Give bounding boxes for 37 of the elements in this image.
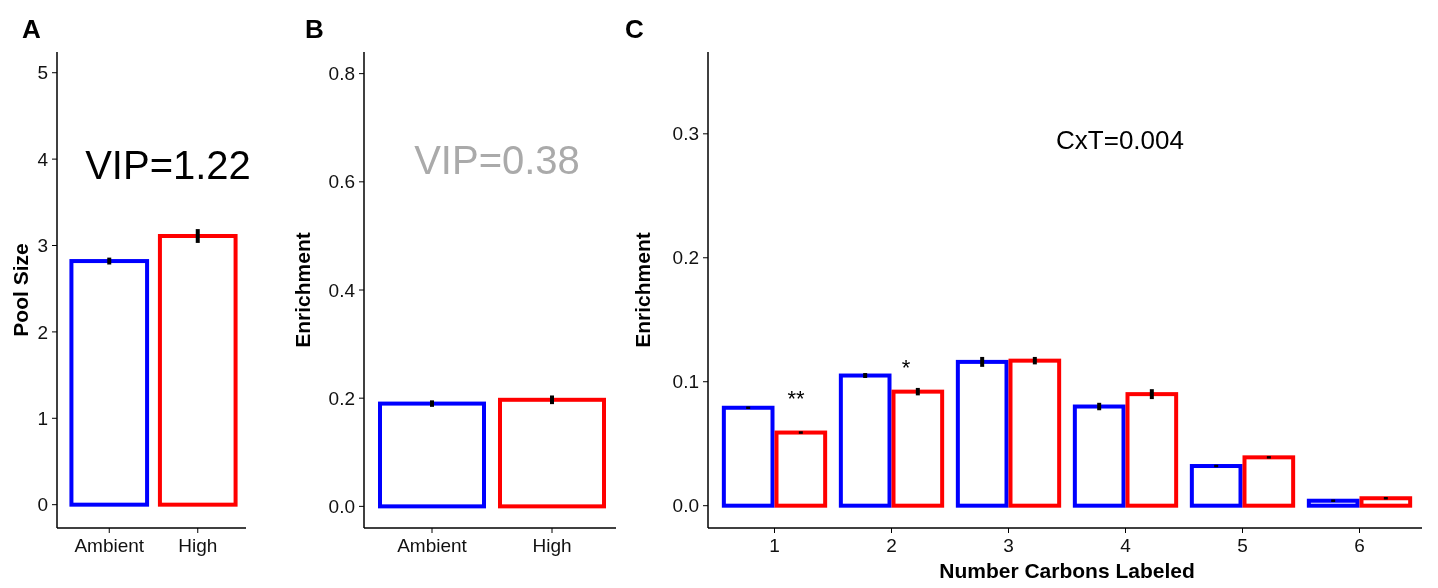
y-tick-label: 2 xyxy=(37,321,48,343)
y-axis-title: Pool Size xyxy=(9,243,32,337)
annotation: VIP=0.38 xyxy=(414,138,580,182)
annotation: * xyxy=(901,354,911,380)
annotation: CxT=0.004 xyxy=(1056,125,1184,156)
x-tick-label: High xyxy=(532,535,572,556)
y-tick-label: 1 xyxy=(37,407,48,429)
y-tick-label: 5 xyxy=(37,62,48,84)
x-tick-label: 1 xyxy=(769,535,780,556)
y-tick-label: 0.1 xyxy=(672,371,699,393)
y-axis-title: Enrichment xyxy=(631,232,654,348)
x-tick-label: High xyxy=(178,535,218,556)
y-tick-label: 0.0 xyxy=(672,495,699,517)
chart-title: C xyxy=(625,14,644,44)
y-axis-title: Enrichment xyxy=(291,232,314,348)
y-tick-label: 0.2 xyxy=(328,387,355,409)
chart-title: A xyxy=(22,14,41,44)
annotation: ** xyxy=(787,385,805,411)
x-tick-label: Ambient xyxy=(74,535,145,556)
y-tick-label: 3 xyxy=(37,235,48,257)
y-tick-label: 0.0 xyxy=(328,496,355,518)
x-tick-label: 3 xyxy=(1003,535,1014,556)
x-tick-label: 6 xyxy=(1354,535,1365,556)
annotation: VIP=1.22 xyxy=(85,143,251,187)
y-tick-label: 0.6 xyxy=(328,171,355,193)
chart-title: B xyxy=(305,14,324,44)
x-tick-label: Ambient xyxy=(397,535,468,556)
x-tick-label: 5 xyxy=(1237,535,1248,556)
x-tick-label: 2 xyxy=(886,535,897,556)
y-tick-label: 0 xyxy=(37,494,48,516)
y-tick-label: 0.8 xyxy=(328,63,355,85)
y-tick-label: 0.4 xyxy=(328,279,356,301)
y-tick-label: 4 xyxy=(37,148,49,170)
y-tick-label: 0.2 xyxy=(672,247,699,269)
x-axis-title: Number Carbons Labeled xyxy=(939,559,1195,582)
x-tick-label: 4 xyxy=(1120,535,1132,556)
y-tick-label: 0.3 xyxy=(672,123,699,145)
